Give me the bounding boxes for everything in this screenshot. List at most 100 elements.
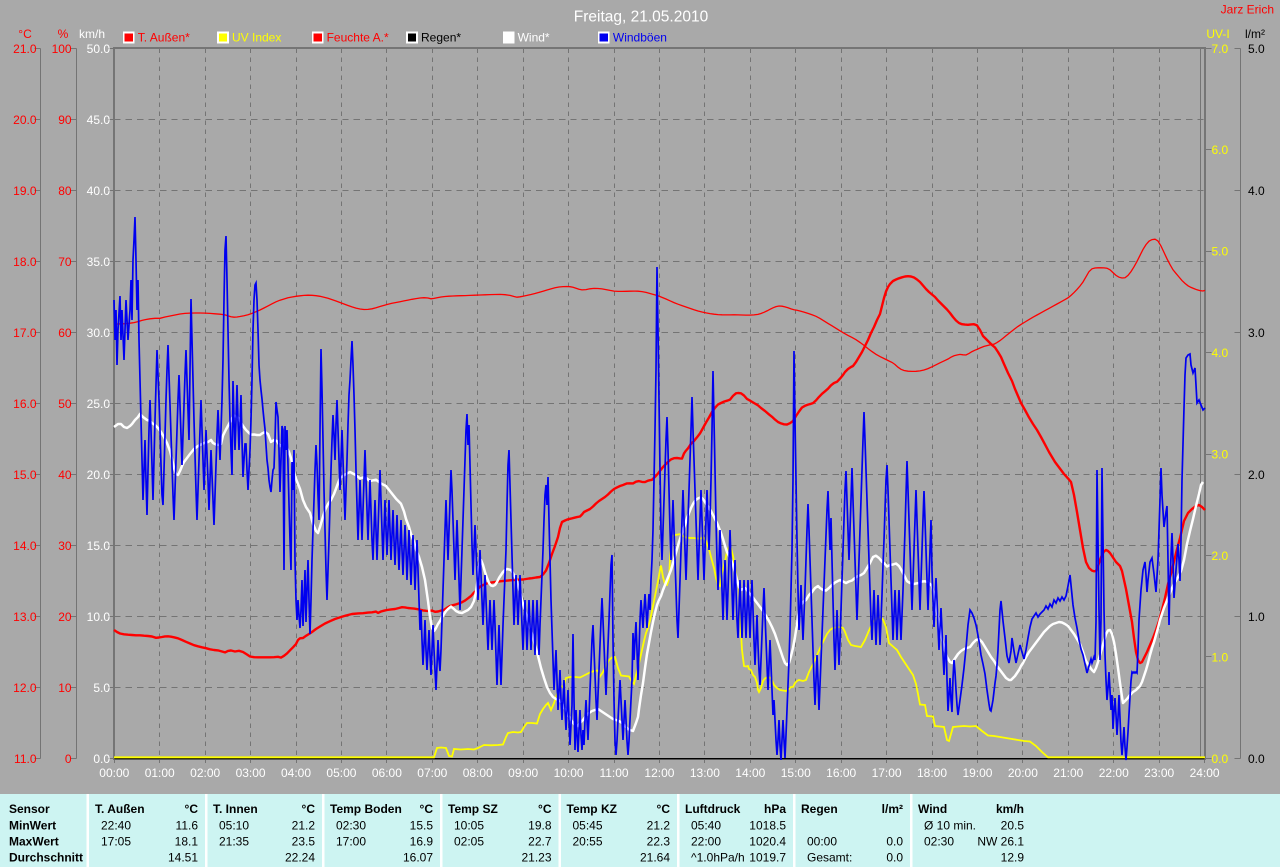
svg-text:10.0: 10.0 (87, 610, 111, 624)
svg-text:14:00: 14:00 (735, 766, 765, 780)
svg-text:07:00: 07:00 (417, 766, 447, 780)
svg-text:11.0: 11.0 (14, 752, 37, 766)
svg-text:30: 30 (58, 539, 72, 553)
svg-text:22.24: 22.24 (285, 851, 315, 865)
svg-text:14.0: 14.0 (13, 539, 37, 553)
svg-text:19.0: 19.0 (13, 184, 37, 198)
svg-text:04:00: 04:00 (281, 766, 311, 780)
svg-text:21.2: 21.2 (292, 819, 316, 833)
svg-text:50: 50 (58, 397, 72, 411)
svg-text:17.0: 17.0 (13, 326, 37, 340)
svg-text:UV-I: UV-I (1206, 27, 1229, 41)
svg-text:20.5: 20.5 (1001, 819, 1025, 833)
svg-text:21.2: 21.2 (647, 819, 671, 833)
svg-text:22:40: 22:40 (101, 819, 131, 833)
svg-text:MaxWert: MaxWert (9, 835, 59, 849)
svg-text:30.0: 30.0 (87, 326, 111, 340)
svg-text:18.1: 18.1 (175, 835, 199, 849)
svg-text:Jarz Erich: Jarz Erich (1221, 3, 1274, 17)
svg-text:0.0: 0.0 (93, 752, 110, 766)
svg-text:35.0: 35.0 (87, 255, 111, 269)
svg-text:21.64: 21.64 (640, 851, 670, 865)
svg-text:0: 0 (65, 752, 72, 766)
svg-text:05:40: 05:40 (691, 819, 721, 833)
svg-text:70: 70 (58, 255, 72, 269)
svg-text:20:55: 20:55 (573, 835, 603, 849)
svg-text:10:00: 10:00 (554, 766, 584, 780)
svg-text:Durchschnitt: Durchschnitt (9, 851, 83, 865)
svg-text:Temp SZ: Temp SZ (448, 802, 498, 816)
svg-text:°C: °C (302, 802, 316, 816)
svg-text:Wind: Wind (918, 802, 947, 816)
svg-text:7.0: 7.0 (1212, 42, 1229, 56)
svg-text:21:35: 21:35 (219, 835, 249, 849)
svg-text:13:00: 13:00 (690, 766, 720, 780)
svg-text:90: 90 (58, 113, 72, 127)
svg-text:°C: °C (657, 802, 671, 816)
svg-text:11.6: 11.6 (176, 819, 199, 833)
svg-text:17:00: 17:00 (872, 766, 902, 780)
svg-text:15.0: 15.0 (87, 539, 111, 553)
svg-text:18:00: 18:00 (917, 766, 947, 780)
svg-text:MinWert: MinWert (9, 819, 56, 833)
svg-text:Wind*: Wind* (518, 31, 550, 45)
svg-text:1.0: 1.0 (1212, 650, 1229, 664)
svg-text:80: 80 (58, 184, 72, 198)
svg-text:10:05: 10:05 (454, 819, 484, 833)
svg-text:Regen: Regen (801, 802, 838, 816)
svg-text:0.0: 0.0 (886, 835, 903, 849)
svg-text:Windböen: Windböen (613, 31, 667, 45)
svg-text:T. Außen: T. Außen (95, 802, 145, 816)
svg-text:km/h: km/h (996, 802, 1024, 816)
svg-text:1018.5: 1018.5 (749, 819, 786, 833)
svg-text:Gesamt:: Gesamt: (807, 851, 852, 865)
svg-text:16:00: 16:00 (826, 766, 856, 780)
svg-text:3.0: 3.0 (1248, 326, 1265, 340)
svg-text:17:00: 17:00 (336, 835, 366, 849)
svg-text:21.0: 21.0 (13, 42, 37, 56)
svg-text:06:00: 06:00 (372, 766, 402, 780)
svg-text:19:00: 19:00 (962, 766, 992, 780)
svg-text:22:00: 22:00 (691, 835, 721, 849)
svg-text:09:00: 09:00 (508, 766, 538, 780)
svg-text:22.3: 22.3 (647, 835, 671, 849)
svg-text:hPa: hPa (764, 802, 786, 816)
svg-text:15.0: 15.0 (13, 468, 37, 482)
svg-text:45.0: 45.0 (87, 113, 111, 127)
svg-text:40: 40 (58, 468, 72, 482)
svg-text:02:30: 02:30 (924, 835, 954, 849)
svg-text:0.0: 0.0 (1248, 752, 1265, 766)
svg-text:18.0: 18.0 (13, 255, 37, 269)
svg-text:16.0: 16.0 (13, 397, 37, 411)
svg-text:02:30: 02:30 (336, 819, 366, 833)
svg-text:03:00: 03:00 (236, 766, 266, 780)
svg-text:UV Index: UV Index (232, 31, 281, 45)
svg-text:Freitag, 21.05.2010: Freitag, 21.05.2010 (574, 9, 709, 26)
svg-text:1020.4: 1020.4 (749, 835, 786, 849)
svg-text:20.0: 20.0 (87, 468, 111, 482)
svg-text:12.9: 12.9 (1001, 851, 1025, 865)
svg-text:3.0: 3.0 (1212, 448, 1229, 462)
svg-text:05:45: 05:45 (573, 819, 603, 833)
svg-text:13.0: 13.0 (13, 610, 37, 624)
svg-text:05:10: 05:10 (219, 819, 249, 833)
svg-text:12.0: 12.0 (13, 681, 37, 695)
svg-text:T. Innen: T. Innen (213, 802, 258, 816)
svg-text:Temp Boden: Temp Boden (330, 802, 402, 816)
svg-text:Feuchte A.*: Feuchte A.* (327, 31, 389, 45)
svg-text:1.0: 1.0 (1248, 610, 1265, 624)
svg-text:02:00: 02:00 (190, 766, 220, 780)
svg-text:20:00: 20:00 (1008, 766, 1038, 780)
svg-text:21:00: 21:00 (1053, 766, 1083, 780)
svg-text:4.0: 4.0 (1212, 346, 1229, 360)
svg-text:km/h: km/h (79, 27, 105, 41)
svg-text:11:00: 11:00 (599, 766, 628, 780)
svg-text:5.0: 5.0 (1212, 245, 1229, 259)
svg-text:22.7: 22.7 (528, 835, 552, 849)
svg-text:T. Außen*: T. Außen* (138, 31, 190, 45)
svg-text:°C: °C (420, 802, 434, 816)
svg-text:23.5: 23.5 (292, 835, 316, 849)
svg-text:l/m²: l/m² (1245, 27, 1265, 41)
svg-text:05:00: 05:00 (326, 766, 356, 780)
svg-text:NW 26.1: NW 26.1 (977, 835, 1024, 849)
